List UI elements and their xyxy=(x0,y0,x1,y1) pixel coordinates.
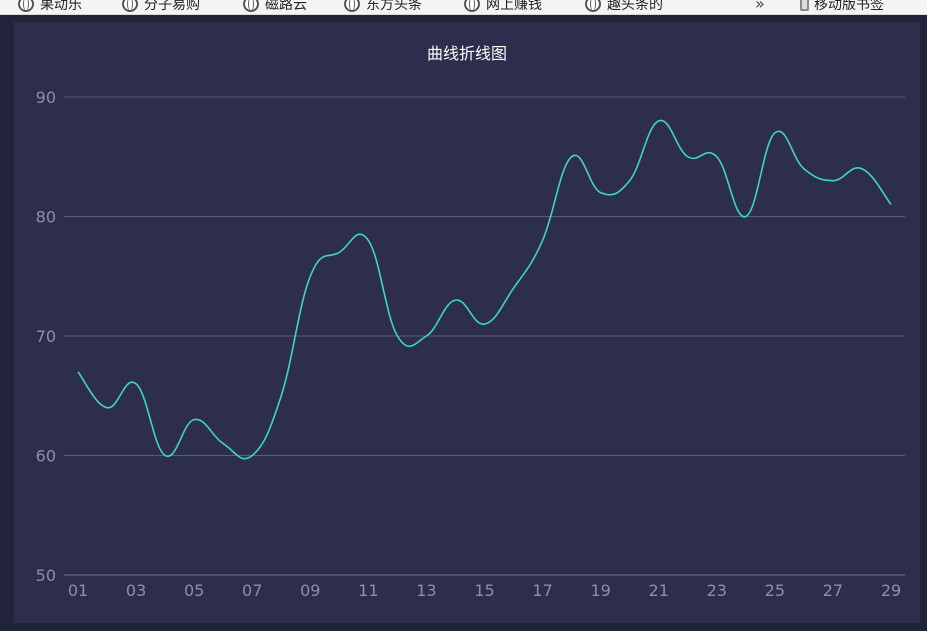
bookmark-item[interactable]: 东方头条 xyxy=(344,0,422,14)
y-tick-label: 90 xyxy=(36,88,56,107)
bookmark-label: 网上赚钱 xyxy=(486,0,542,13)
x-tick-label: 07 xyxy=(242,581,262,600)
mobile-bookmarks-label: 移动版书签 xyxy=(814,0,884,13)
line-chart: 50 60 70 80 90 01 03 05 07 09 11 13 15 17 19 21 23 25 27 29 xyxy=(36,88,905,600)
phone-icon xyxy=(800,0,809,11)
x-tick-label: 15 xyxy=(474,581,494,600)
bookmark-item[interactable]: 分子易购 xyxy=(122,0,200,14)
bookmark-item[interactable]: 趣头条的 xyxy=(585,0,663,14)
bookmark-label: 趣头条的 xyxy=(607,0,663,13)
x-tick-label: 23 xyxy=(707,581,727,600)
x-tick-label: 17 xyxy=(532,581,552,600)
x-tick-label: 29 xyxy=(881,581,901,600)
bookmark-label: 分子易购 xyxy=(144,0,200,13)
x-tick-label: 13 xyxy=(416,581,436,600)
x-tick-label: 19 xyxy=(590,581,610,600)
bookmark-label: 果动乐 xyxy=(40,0,82,13)
x-tick-label: 05 xyxy=(184,581,204,600)
x-tick-label: 09 xyxy=(300,581,320,600)
x-tick-label: 25 xyxy=(765,581,785,600)
globe-icon xyxy=(122,0,138,12)
globe-icon xyxy=(18,0,34,12)
x-tick-label: 03 xyxy=(126,581,146,600)
bookmark-item[interactable]: 磁路云 xyxy=(243,0,307,14)
more-bookmarks-button[interactable]: » xyxy=(755,0,765,13)
y-tick-label: 80 xyxy=(36,208,56,227)
bookmark-label: 磁路云 xyxy=(265,0,307,13)
series-line xyxy=(77,119,892,460)
chart-panel: 曲线折线图 50 60 70 80 90 01 03 05 07 09 11 13 15 17 19 21 23… xyxy=(14,22,920,623)
y-tick-label: 60 xyxy=(36,447,56,466)
y-tick-label: 70 xyxy=(36,327,56,346)
x-tick-label: 21 xyxy=(649,581,669,600)
bookmark-item[interactable]: 果动乐 xyxy=(18,0,82,14)
globe-icon xyxy=(243,0,259,12)
bookmark-label: 东方头条 xyxy=(366,0,422,13)
globe-icon xyxy=(464,0,480,12)
mobile-bookmarks-button[interactable]: 移动版书签 xyxy=(800,0,884,14)
chart-title: 曲线折线图 xyxy=(426,44,507,63)
bookmarks-bar: 果动乐 分子易购 磁路云 东方头条 网上赚钱 趣头条的 » 移动版书签 xyxy=(0,0,927,15)
x-tick-label: 11 xyxy=(358,581,378,600)
y-tick-label: 50 xyxy=(36,566,56,585)
bookmark-item[interactable]: 网上赚钱 xyxy=(464,0,542,14)
x-tick-label: 01 xyxy=(68,581,88,600)
globe-icon xyxy=(585,0,601,12)
globe-icon xyxy=(344,0,360,12)
x-tick-label: 27 xyxy=(823,581,843,600)
